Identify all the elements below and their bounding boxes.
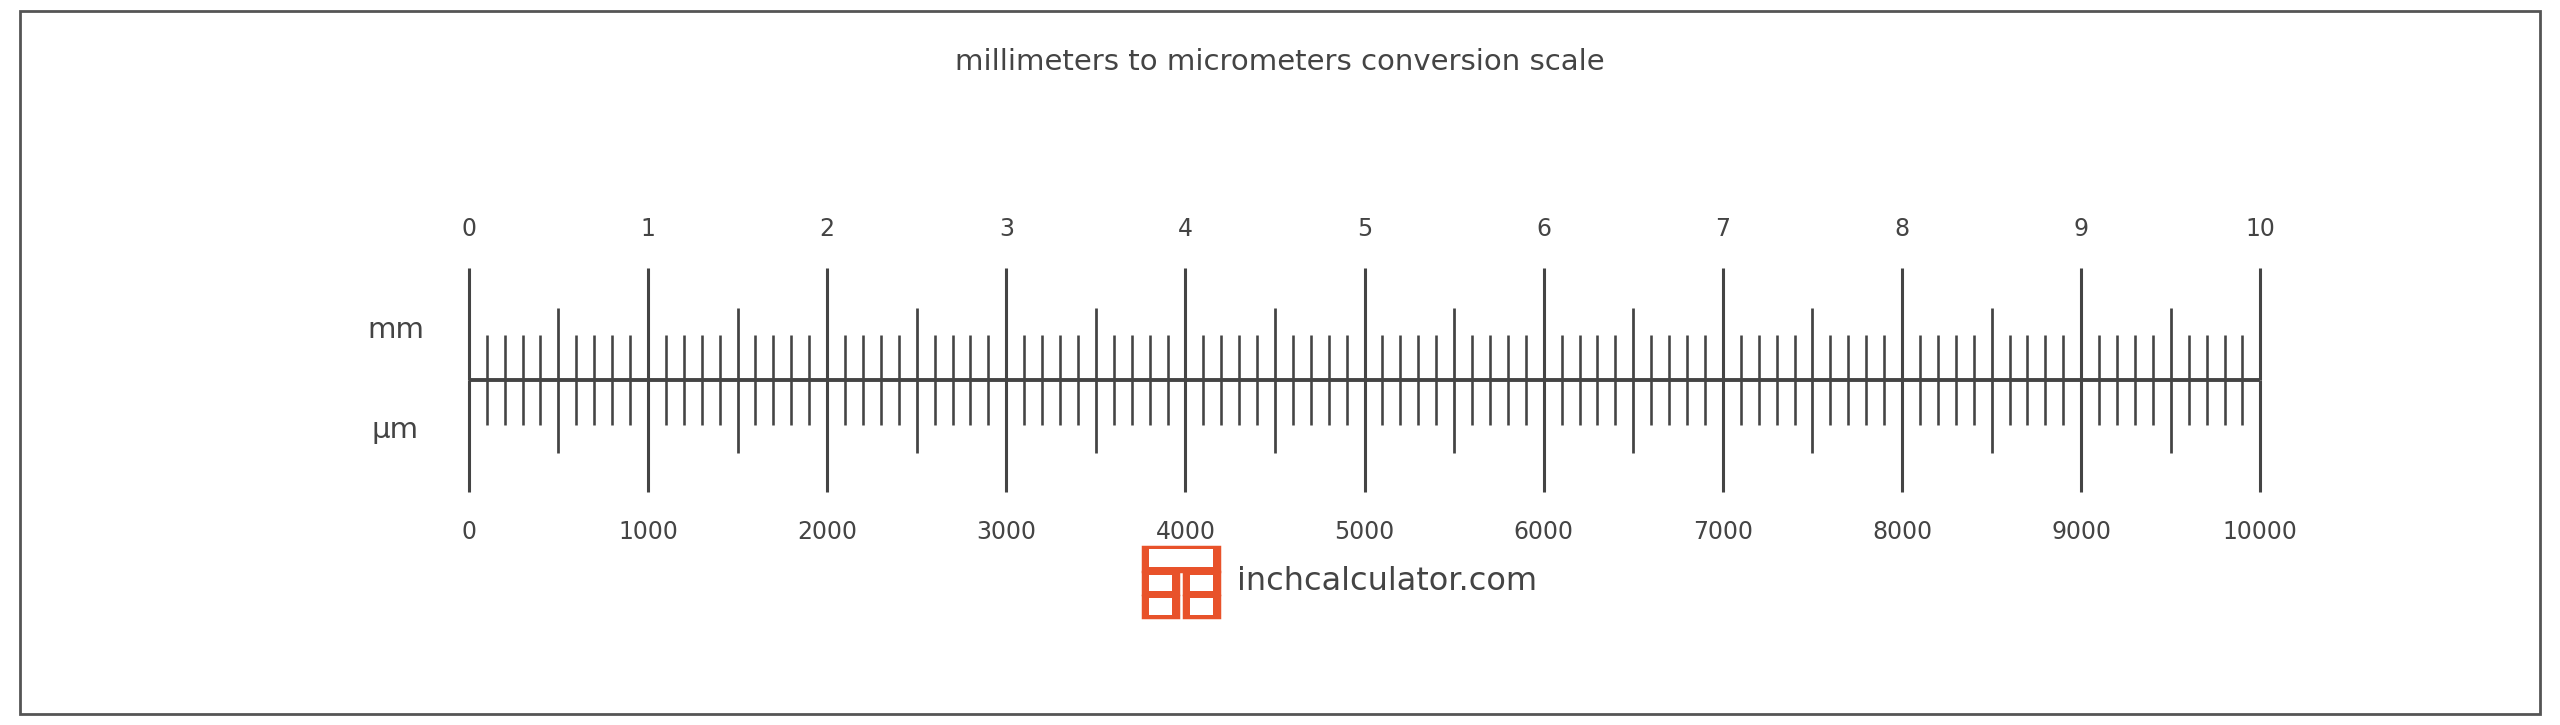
Bar — [1185, 572, 1219, 594]
Bar — [1144, 596, 1178, 618]
Text: 10: 10 — [2245, 217, 2276, 241]
Text: millimeters to micrometers conversion scale: millimeters to micrometers conversion sc… — [955, 48, 1605, 75]
Text: 10000: 10000 — [2222, 520, 2299, 544]
Text: 3000: 3000 — [975, 520, 1037, 544]
Text: 8: 8 — [1894, 217, 1910, 241]
Text: 9: 9 — [2074, 217, 2089, 241]
Bar — [1144, 572, 1178, 594]
Text: 6000: 6000 — [1513, 520, 1574, 544]
Text: 5: 5 — [1357, 217, 1372, 241]
Bar — [1149, 549, 1213, 568]
Bar — [1149, 598, 1172, 615]
Bar — [1190, 598, 1213, 615]
Bar — [1144, 547, 1219, 571]
Text: 7000: 7000 — [1692, 520, 1754, 544]
Text: mm: mm — [366, 316, 425, 344]
Text: 2000: 2000 — [796, 520, 858, 544]
Text: 1: 1 — [640, 217, 655, 241]
Text: 4: 4 — [1178, 217, 1193, 241]
Text: 5000: 5000 — [1334, 520, 1395, 544]
Text: 7: 7 — [1715, 217, 1731, 241]
Text: 4000: 4000 — [1155, 520, 1216, 544]
Text: 2: 2 — [819, 217, 835, 241]
Text: 8000: 8000 — [1871, 520, 1933, 544]
Text: 3: 3 — [998, 217, 1014, 241]
Bar — [1149, 575, 1172, 591]
Bar — [1190, 575, 1213, 591]
Text: μm: μm — [371, 416, 420, 444]
Bar — [1185, 596, 1219, 618]
Text: 9000: 9000 — [2051, 520, 2112, 544]
Text: inchcalculator.com: inchcalculator.com — [1236, 566, 1536, 597]
Text: 0: 0 — [461, 217, 476, 241]
Text: 6: 6 — [1536, 217, 1551, 241]
Text: 1000: 1000 — [617, 520, 678, 544]
Text: 0: 0 — [461, 520, 476, 544]
